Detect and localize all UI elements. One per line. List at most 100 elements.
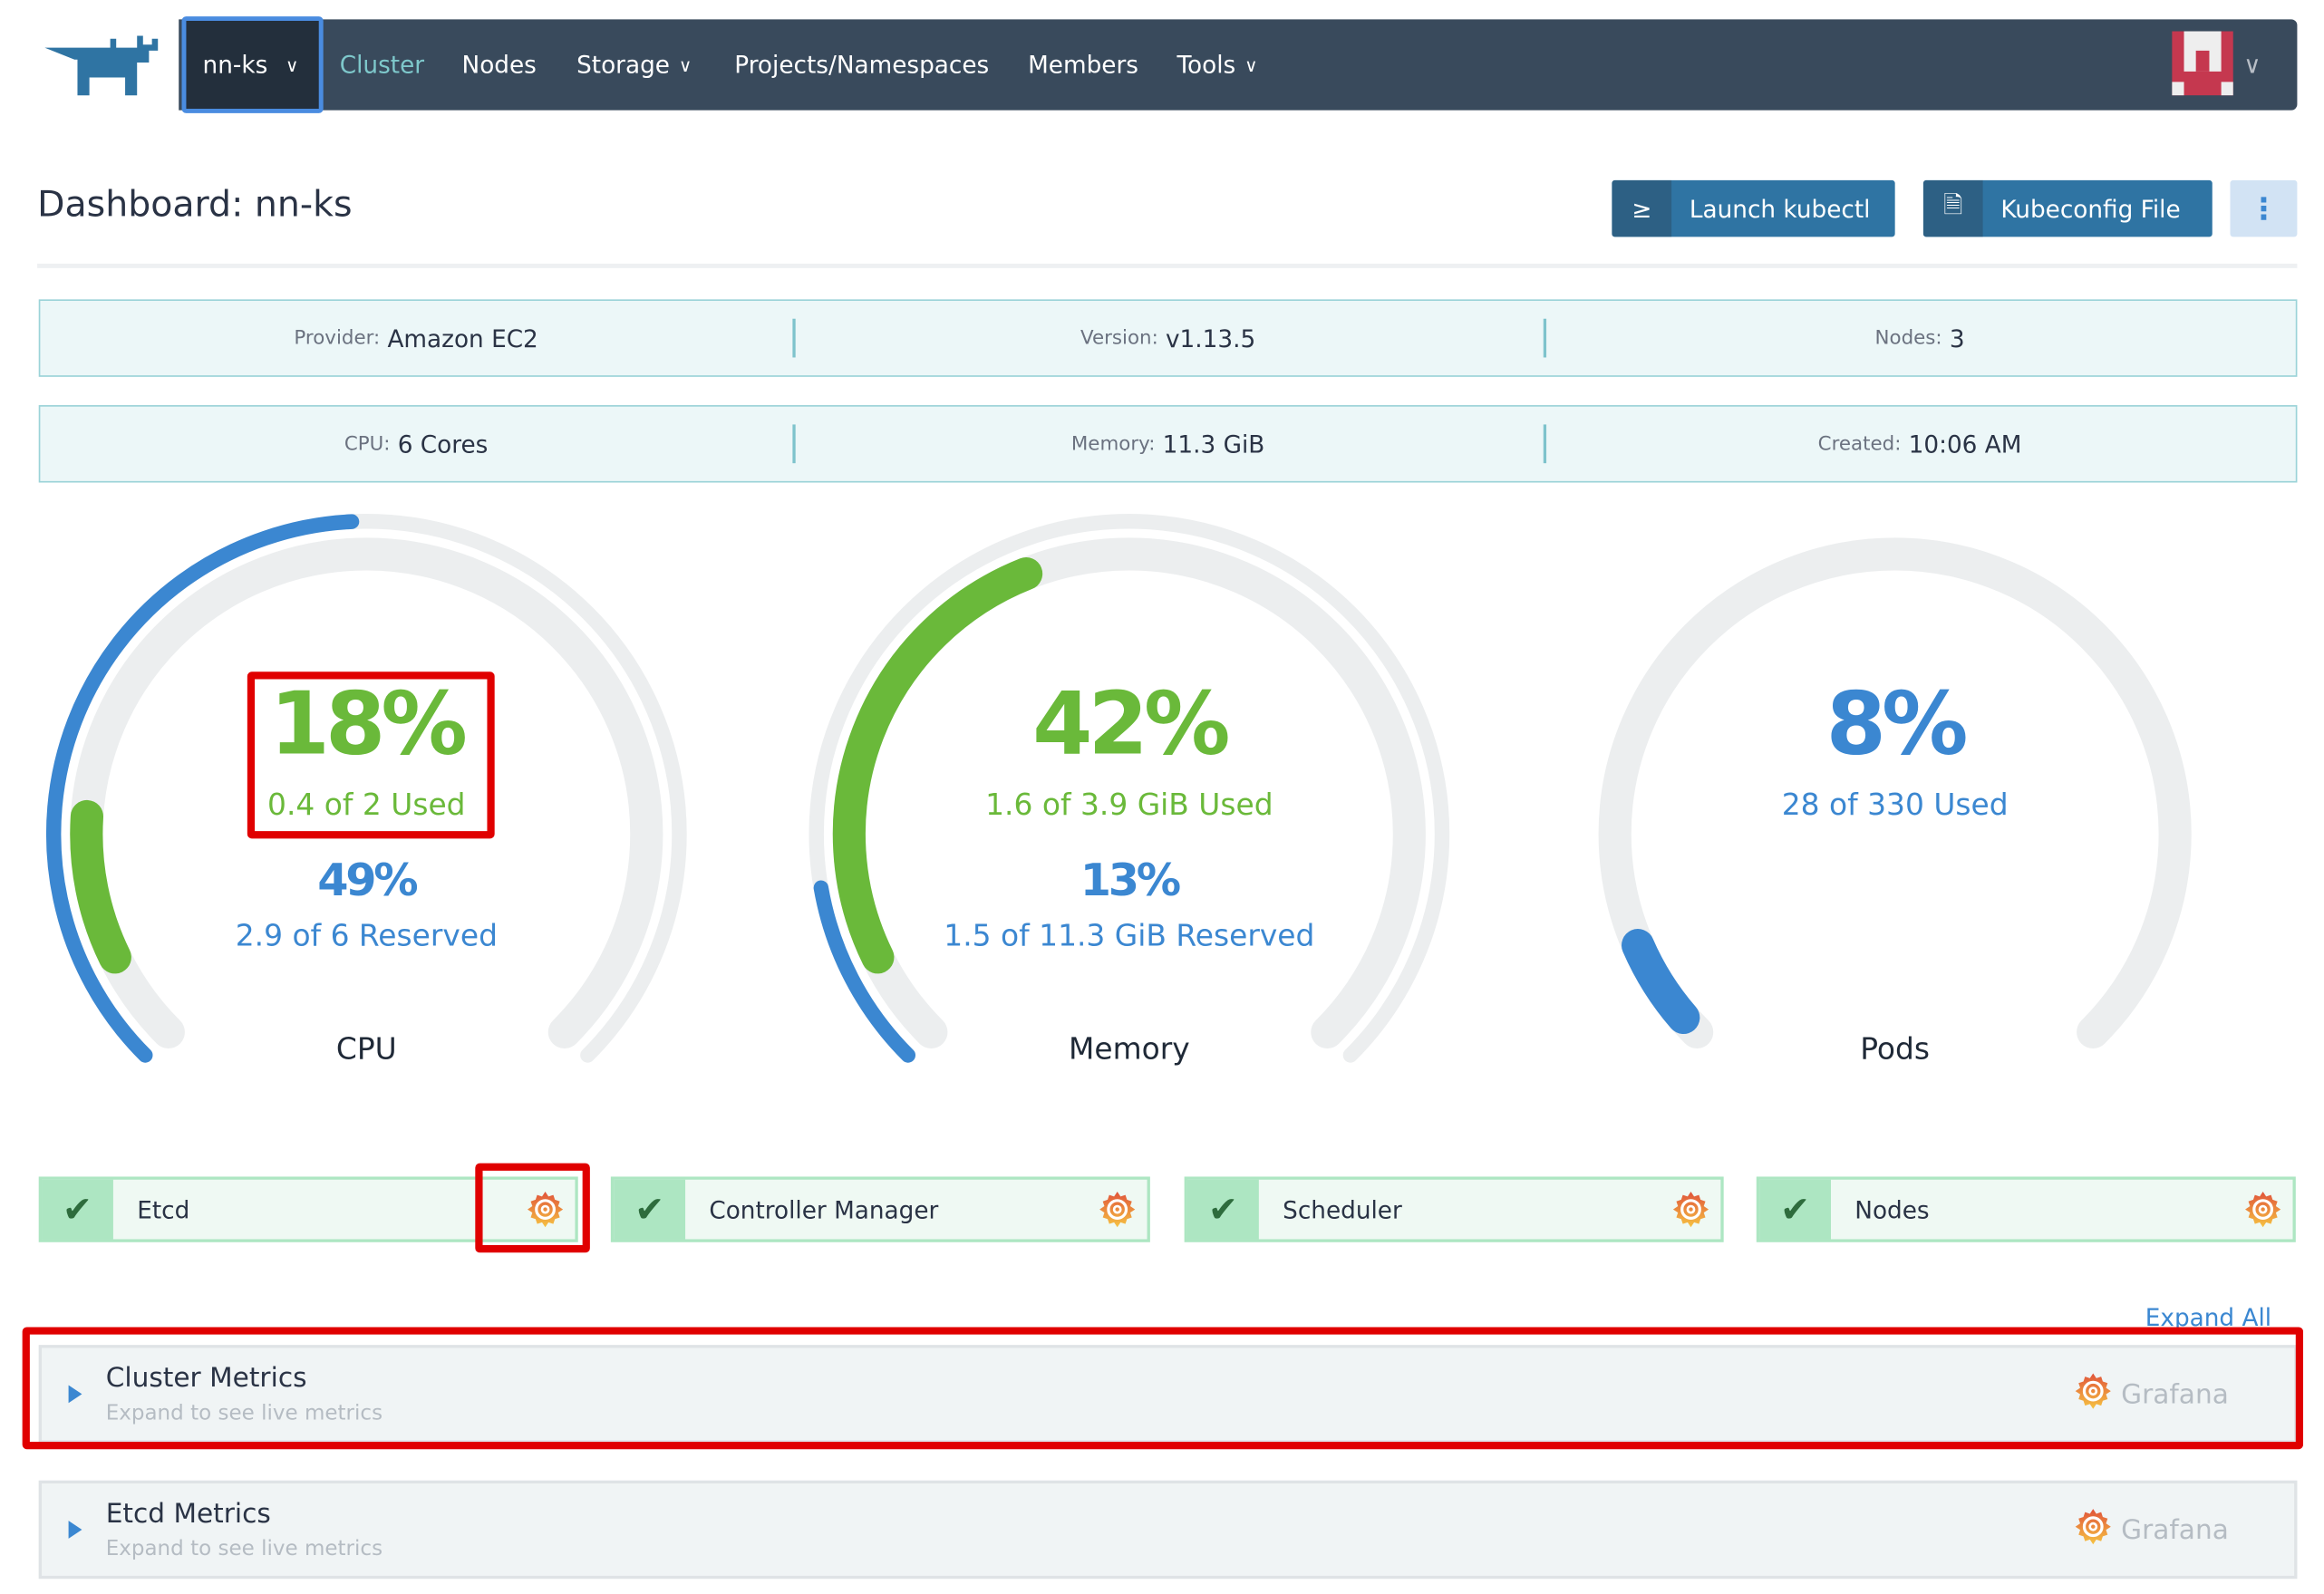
pods-label: Pods	[1860, 1030, 1931, 1067]
chevron-down-icon: ∨	[286, 53, 299, 76]
component-scheduler: ✔ Scheduler	[1184, 1176, 1724, 1242]
nav-storage[interactable]: Storage ∨	[576, 19, 692, 110]
cluster-selector[interactable]: nn-ks ∨	[181, 16, 324, 113]
expand-arrow-icon[interactable]	[68, 1385, 82, 1404]
check-icon: ✔	[1759, 1179, 1831, 1240]
component-name: Etcd	[137, 1194, 190, 1224]
info-memory: Memory: 11.3 GiB	[791, 407, 1544, 481]
info-key: Provider:	[294, 326, 381, 350]
expand-arrow-icon[interactable]	[68, 1521, 82, 1539]
divider	[37, 263, 2298, 268]
file-icon: 🗎	[1922, 179, 1983, 237]
cpu-reserved-percent: 49%	[317, 855, 418, 907]
cpu-used-text: 0.4 of 2 Used	[267, 786, 466, 823]
check-icon: ✔	[1186, 1179, 1259, 1240]
grafana-icon[interactable]	[516, 1190, 576, 1229]
launch-kubectl-button[interactable]: ≥ Launch kubectl	[1612, 179, 1895, 237]
grafana-link[interactable]: Grafana	[2074, 1371, 2229, 1417]
grafana-icon[interactable]	[1661, 1190, 1721, 1229]
component-name: Scheduler	[1283, 1194, 1402, 1224]
metric-subtitle: Expand to see live metrics	[105, 1537, 383, 1561]
component-controller-manager: ✔ Controller Manager	[610, 1176, 1150, 1242]
grafana-icon	[2074, 1371, 2113, 1417]
etcd-metrics-panel[interactable]: Etcd Metrics Expand to see live metrics Gr…	[38, 1480, 2298, 1580]
grafana-icon[interactable]	[2233, 1190, 2293, 1229]
component-name: Nodes	[1854, 1194, 1930, 1224]
info-value: 3	[1949, 324, 1965, 353]
pods-gauge: 8% 28 of 330 Used Pods	[1553, 507, 2238, 1102]
used-arc	[70, 799, 131, 974]
cpu-label: CPU	[335, 1030, 397, 1067]
pods-used-text: 28 of 330 Used	[1781, 786, 2009, 823]
grafana-label: Grafana	[2121, 1378, 2229, 1410]
metric-title: Cluster Metrics	[105, 1362, 307, 1395]
reserved-track	[809, 514, 1450, 1063]
metric-subtitle: Expand to see live metrics	[105, 1401, 383, 1425]
component-name: Controller Manager	[709, 1194, 939, 1224]
cluster-info-row-2: CPU: 6 Cores Memory: 11.3 GiB Created: 10:0…	[38, 405, 2298, 483]
info-key: Created:	[1817, 432, 1902, 456]
nav-tools[interactable]: Tools ∨	[1177, 19, 1257, 110]
used-arc	[832, 557, 1043, 974]
chevron-down-icon: ∨	[678, 53, 692, 76]
info-value: 10:06 AM	[1908, 430, 2022, 459]
info-version: Version: v1.13.5	[791, 301, 1544, 375]
top-nav	[179, 19, 2298, 111]
chevron-down-icon: ∨	[1244, 53, 1258, 76]
info-value: 6 Cores	[397, 430, 489, 459]
nav-members[interactable]: Members	[1028, 50, 1138, 80]
terminal-icon: ≥	[1612, 179, 1672, 237]
memory-reserved-percent: 13%	[1080, 855, 1181, 907]
nav-cluster[interactable]: Cluster	[339, 50, 425, 80]
cluster-info-row-1: Provider: Amazon EC2 Version: v1.13.5 Node…	[38, 299, 2298, 377]
launch-kubectl-label: Launch kubectl	[1689, 194, 1871, 223]
used-arc	[1621, 929, 1700, 1035]
nav-storage-label: Storage	[576, 50, 670, 80]
user-avatar[interactable]	[2172, 31, 2233, 96]
reserved-arc	[45, 514, 360, 1063]
reserved-arc	[813, 880, 916, 1063]
cluster-name: nn-ks	[202, 50, 268, 80]
nav-nodes[interactable]: Nodes	[461, 50, 537, 80]
info-key: Version:	[1080, 326, 1158, 350]
used-track	[1598, 537, 2192, 1048]
info-key: Memory:	[1070, 432, 1156, 456]
info-key: CPU:	[344, 432, 391, 456]
kubeconfig-file-button[interactable]: 🗎 Kubeconfig File	[1922, 179, 2213, 237]
grafana-label: Grafana	[2121, 1513, 2229, 1546]
check-icon: ✔	[42, 1179, 113, 1240]
pods-used-percent: 8%	[1825, 672, 1969, 775]
pods-gauge-arcs	[1598, 537, 2192, 1048]
component-etcd: ✔ Etcd	[38, 1176, 578, 1242]
info-value: Amazon EC2	[387, 324, 538, 353]
expand-all-link[interactable]: Expand All	[2145, 1303, 2272, 1332]
cpu-gauge-arcs	[45, 514, 687, 1063]
info-value: 11.3 GiB	[1162, 430, 1265, 459]
check-icon: ✔	[614, 1179, 686, 1240]
cpu-gauge: 18% 0.4 of 2 Used 49% 2.9 of 6 Reserved …	[24, 507, 709, 1102]
kebab-icon: ⋮	[2249, 190, 2279, 227]
user-menu-chevron-icon[interactable]: ∨	[2243, 50, 2261, 80]
rancher-logo[interactable]	[39, 35, 164, 96]
page-title: Dashboard: nn-ks	[37, 183, 353, 226]
info-provider: Provider: Amazon EC2	[40, 301, 791, 375]
memory-reserved-text: 1.5 of 11.3 GiB Reserved	[944, 917, 1315, 953]
info-key: Nodes:	[1874, 326, 1942, 350]
memory-gauge-arcs	[809, 514, 1450, 1063]
metric-title: Etcd Metrics	[105, 1498, 271, 1530]
kubeconfig-label: Kubeconfig File	[2000, 194, 2181, 223]
nav-projects-namespaces[interactable]: Projects/Namespaces	[734, 50, 990, 80]
cpu-reserved-text: 2.9 of 6 Reserved	[235, 917, 498, 953]
info-nodes: Nodes: 3	[1544, 301, 2295, 375]
info-cpu: CPU: 6 Cores	[40, 407, 791, 481]
cluster-metrics-panel[interactable]: Cluster Metrics Expand to see live metric…	[38, 1345, 2298, 1444]
grafana-icon[interactable]	[1088, 1190, 1147, 1229]
grafana-icon	[2074, 1507, 2113, 1553]
more-actions-button[interactable]: ⋮	[2230, 179, 2298, 237]
memory-gauge: 42% 1.6 of 3.9 GiB Used 13% 1.5 of 11.3 …	[787, 507, 1472, 1102]
info-created: Created: 10:06 AM	[1544, 407, 2295, 481]
component-nodes: ✔ Nodes	[1756, 1176, 2296, 1242]
grafana-link[interactable]: Grafana	[2074, 1507, 2229, 1553]
cpu-used-percent: 18%	[269, 672, 468, 775]
nav-tools-label: Tools	[1177, 50, 1236, 80]
